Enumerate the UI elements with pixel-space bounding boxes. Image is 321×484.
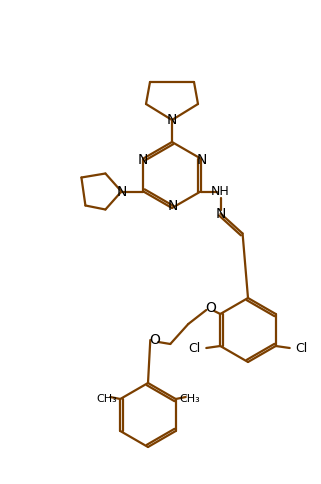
Text: NH: NH: [211, 185, 230, 198]
Text: N: N: [167, 113, 177, 127]
Text: Cl: Cl: [296, 342, 308, 354]
Text: N: N: [116, 184, 126, 198]
Text: CH₃: CH₃: [96, 394, 117, 404]
Text: O: O: [205, 301, 216, 315]
Text: O: O: [149, 333, 160, 347]
Text: Cl: Cl: [188, 342, 200, 354]
Text: N: N: [196, 152, 207, 166]
Text: N: N: [215, 207, 226, 221]
Text: CH₃: CH₃: [179, 394, 200, 404]
Text: N: N: [137, 152, 148, 166]
Text: N: N: [168, 199, 178, 213]
